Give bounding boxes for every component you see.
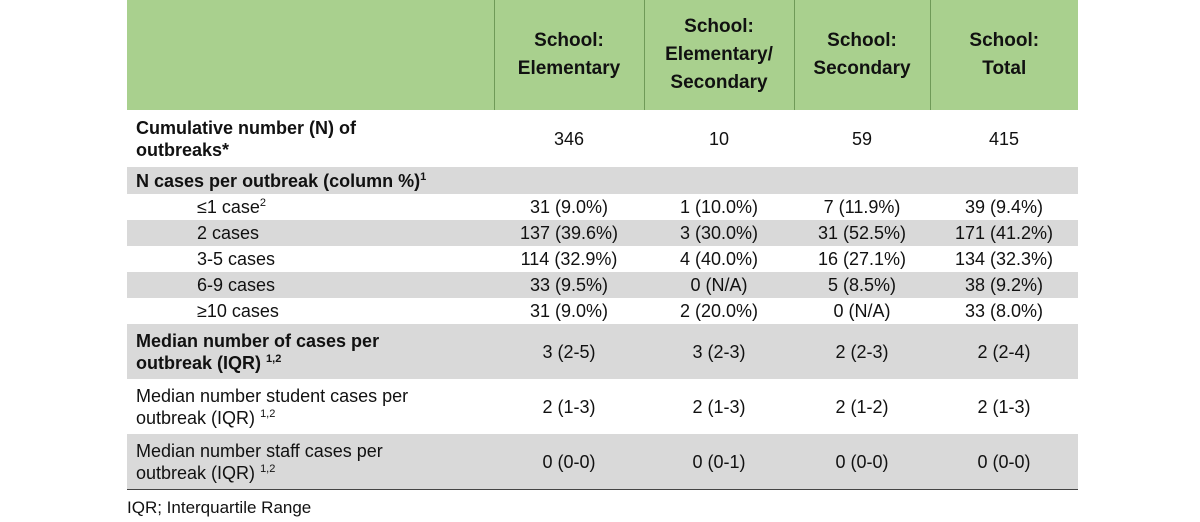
cell-elementary: 346 (553, 128, 585, 149)
cell-secondary: 16 (27.1%) (817, 249, 907, 269)
cell-elementary: 31 (9.0%) (529, 301, 609, 321)
cell-elementary: 114 (32.9%) (520, 249, 618, 269)
cell-secondary: 2 (2-3) (794, 324, 930, 379)
table-row-3-5-cases: 3-5 cases 114 (32.9%) 4 (40.0%) 16 (27.1… (127, 246, 1078, 272)
cell-elementary: 3 (2-5) (494, 324, 644, 379)
cell-elementary: 2 (1-3) (542, 396, 596, 417)
cell-total: 134 (32.3%) (954, 249, 1054, 269)
row-label: Cumulative number (N) of outbreaks* (136, 117, 357, 160)
table-row-median-cases: Median number of cases per outbreak (IQR)… (127, 324, 1078, 379)
table-row-median-student-cases: Median number student cases per outbreak … (127, 379, 1078, 434)
cell-secondary: 59 (851, 128, 873, 149)
header-school-elementary-secondary: School: Elementary/Secondary (644, 0, 795, 110)
cell-elementary-secondary: 1 (10.0%) (679, 197, 759, 217)
cell-total: 2 (1-3) (977, 396, 1031, 417)
header-school-secondary: School: Secondary (794, 0, 931, 110)
header-school-elementary: School: Elementary (494, 0, 645, 110)
cell-elementary-secondary: 0 (N/A) (644, 272, 794, 298)
cell-total: 171 (41.2%) (930, 220, 1078, 246)
row-label: ≥10 cases (197, 301, 279, 321)
cell-secondary: 5 (8.5%) (794, 272, 930, 298)
cell-secondary: 31 (52.5%) (794, 220, 930, 246)
cell-elementary: 0 (0-0) (494, 434, 644, 490)
cell-elementary: 33 (9.5%) (494, 272, 644, 298)
row-label: 2 cases (127, 220, 494, 246)
cell-elementary-secondary: 3 (30.0%) (644, 220, 794, 246)
cell-elementary: 31 (9.0%) (529, 197, 609, 217)
cell-elementary-secondary: 2 (20.0%) (679, 301, 759, 321)
table-row-median-staff-cases: Median number staff cases per outbreak (I… (127, 434, 1078, 490)
cell-elementary-secondary: 4 (40.0%) (679, 249, 759, 269)
header-school-total: School: Total (930, 0, 1078, 110)
row-label: 3-5 cases (197, 249, 276, 269)
outbreak-table: School: Elementary School: Elementary/Seco… (127, 0, 1078, 490)
cell-secondary: 0 (0-0) (794, 434, 930, 490)
cell-total: 38 (9.2%) (930, 272, 1078, 298)
footnote-iqr: IQR; Interquartile Range (127, 498, 312, 517)
cell-secondary: 0 (N/A) (833, 301, 891, 321)
row-label: Median number of cases per outbreak (IQR)… (127, 324, 494, 379)
cell-total: 33 (8.0%) (964, 301, 1044, 321)
row-label: 6-9 cases (127, 272, 494, 298)
row-label: Median number student cases per outbreak … (136, 385, 409, 428)
row-label: Median number staff cases per outbreak (I… (127, 434, 494, 490)
cell-secondary: 7 (11.9%) (823, 197, 901, 217)
table-row-cumulative-outbreaks: Cumulative number (N) of outbreaks* 346 1… (127, 110, 1078, 167)
header-blank-cell (127, 0, 495, 110)
cell-elementary-secondary: 10 (708, 128, 730, 149)
cell-elementary-secondary: 3 (2-3) (644, 324, 794, 379)
table-row-ge10-cases: ≥10 cases 31 (9.0%) 2 (20.0%) 0 (N/A) 33… (127, 298, 1078, 324)
cell-elementary: 137 (39.6%) (494, 220, 644, 246)
row-label: N cases per outbreak (column %)1 (127, 167, 494, 194)
cell-total: 2 (2-4) (930, 324, 1078, 379)
cell-elementary-secondary: 2 (1-3) (692, 396, 746, 417)
outbreak-table-container: School: Elementary School: Elementary/Seco… (127, 0, 1078, 490)
cell-secondary: 2 (1-2) (835, 396, 889, 417)
cell-elementary-secondary: 0 (0-1) (644, 434, 794, 490)
cell-total: 39 (9.4%) (964, 197, 1044, 217)
row-label: ≤1 case2 (197, 197, 267, 217)
header-row: School: Elementary School: Elementary/Seco… (127, 0, 1078, 110)
cell-total: 415 (988, 128, 1020, 149)
table-row-6-9-cases: 6-9 cases 33 (9.5%) 0 (N/A) 5 (8.5%) 38 … (127, 272, 1078, 298)
table-row-le1-case: ≤1 case2 31 (9.0%) 1 (10.0%) 7 (11.9%) 3… (127, 194, 1078, 220)
cell-total: 0 (0-0) (930, 434, 1078, 490)
table-row-2-cases: 2 cases 137 (39.6%) 3 (30.0%) 31 (52.5%)… (127, 220, 1078, 246)
table-row-cases-section: N cases per outbreak (column %)1 (127, 167, 1078, 194)
